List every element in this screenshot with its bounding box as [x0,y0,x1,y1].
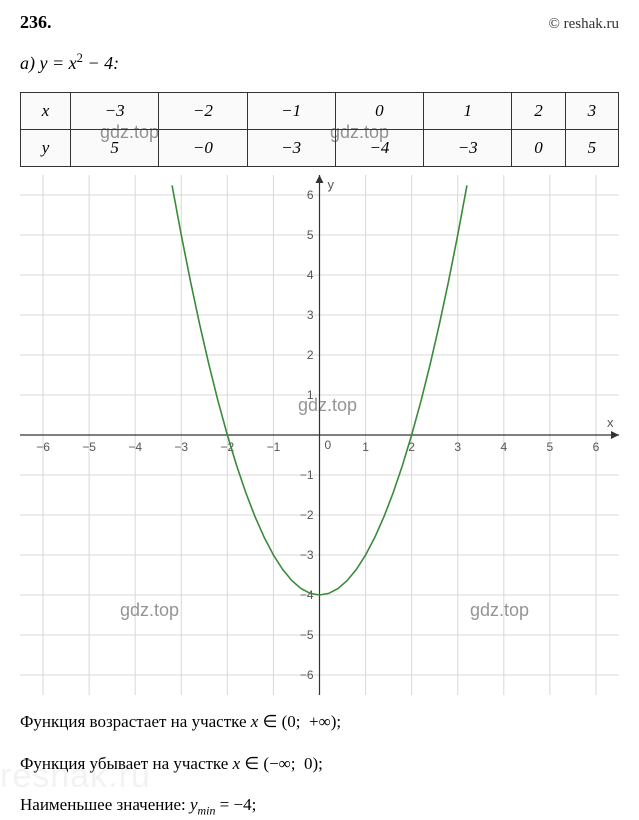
table-cell: 1 [424,93,512,130]
min-value-text: Наименьшее значение: ymin = −4; [20,792,619,820]
svg-text:y: y [328,177,335,192]
parabola-chart: −6−5−4−3−2−10123456−6−5−4−3−2−1123456xy [20,175,619,695]
problem-number: 236. [20,12,52,33]
table-cell: 2 [512,93,565,130]
chart-svg: −6−5−4−3−2−10123456−6−5−4−3−2−1123456xy [20,175,619,695]
svg-text:3: 3 [307,308,314,322]
svg-text:6: 6 [593,440,600,454]
svg-text:−3: −3 [300,548,314,562]
svg-text:−5: −5 [82,440,96,454]
row-label: y [21,130,71,167]
svg-text:2: 2 [307,348,314,362]
svg-text:x: x [607,415,614,430]
svg-text:−2: −2 [300,508,314,522]
table-cell: 5 [565,130,618,167]
copyright: © reshak.ru [548,16,619,33]
table-cell: 0 [335,93,423,130]
table-cell: 0 [512,130,565,167]
svg-text:−1: −1 [267,440,281,454]
bg-watermark: reshak.ru [0,757,151,796]
svg-text:−5: −5 [300,628,314,642]
row-label: x [21,93,71,130]
table-row: y 5 −0 −3 −4 −3 0 5 [21,130,619,167]
equation: а) y = x2 − 4: [20,51,619,74]
table-cell: 3 [565,93,618,130]
svg-text:−6: −6 [300,668,314,682]
svg-text:4: 4 [307,268,314,282]
svg-text:−4: −4 [300,588,314,602]
svg-text:6: 6 [307,188,314,202]
svg-text:−6: −6 [36,440,50,454]
table-cell: 5 [71,130,159,167]
svg-text:−4: −4 [128,440,142,454]
svg-text:0: 0 [325,438,332,452]
increasing-text: Функция возрастает на участке x ∈ (0; +∞… [20,709,619,735]
table-cell: −0 [159,130,247,167]
table-cell: −3 [71,93,159,130]
header: 236. © reshak.ru [20,12,619,33]
svg-text:4: 4 [500,440,507,454]
table-cell: −3 [424,130,512,167]
value-table: x −3 −2 −1 0 1 2 3 y 5 −0 −3 −4 −3 0 5 [20,92,619,167]
table-row: x −3 −2 −1 0 1 2 3 [21,93,619,130]
svg-text:−3: −3 [174,440,188,454]
svg-text:1: 1 [362,440,369,454]
svg-text:5: 5 [307,228,314,242]
svg-text:1: 1 [307,388,314,402]
table-cell: −2 [159,93,247,130]
svg-text:5: 5 [547,440,554,454]
table-cell: −3 [247,130,335,167]
table-cell: −4 [335,130,423,167]
svg-text:−1: −1 [300,468,314,482]
table-cell: −1 [247,93,335,130]
svg-text:3: 3 [454,440,461,454]
